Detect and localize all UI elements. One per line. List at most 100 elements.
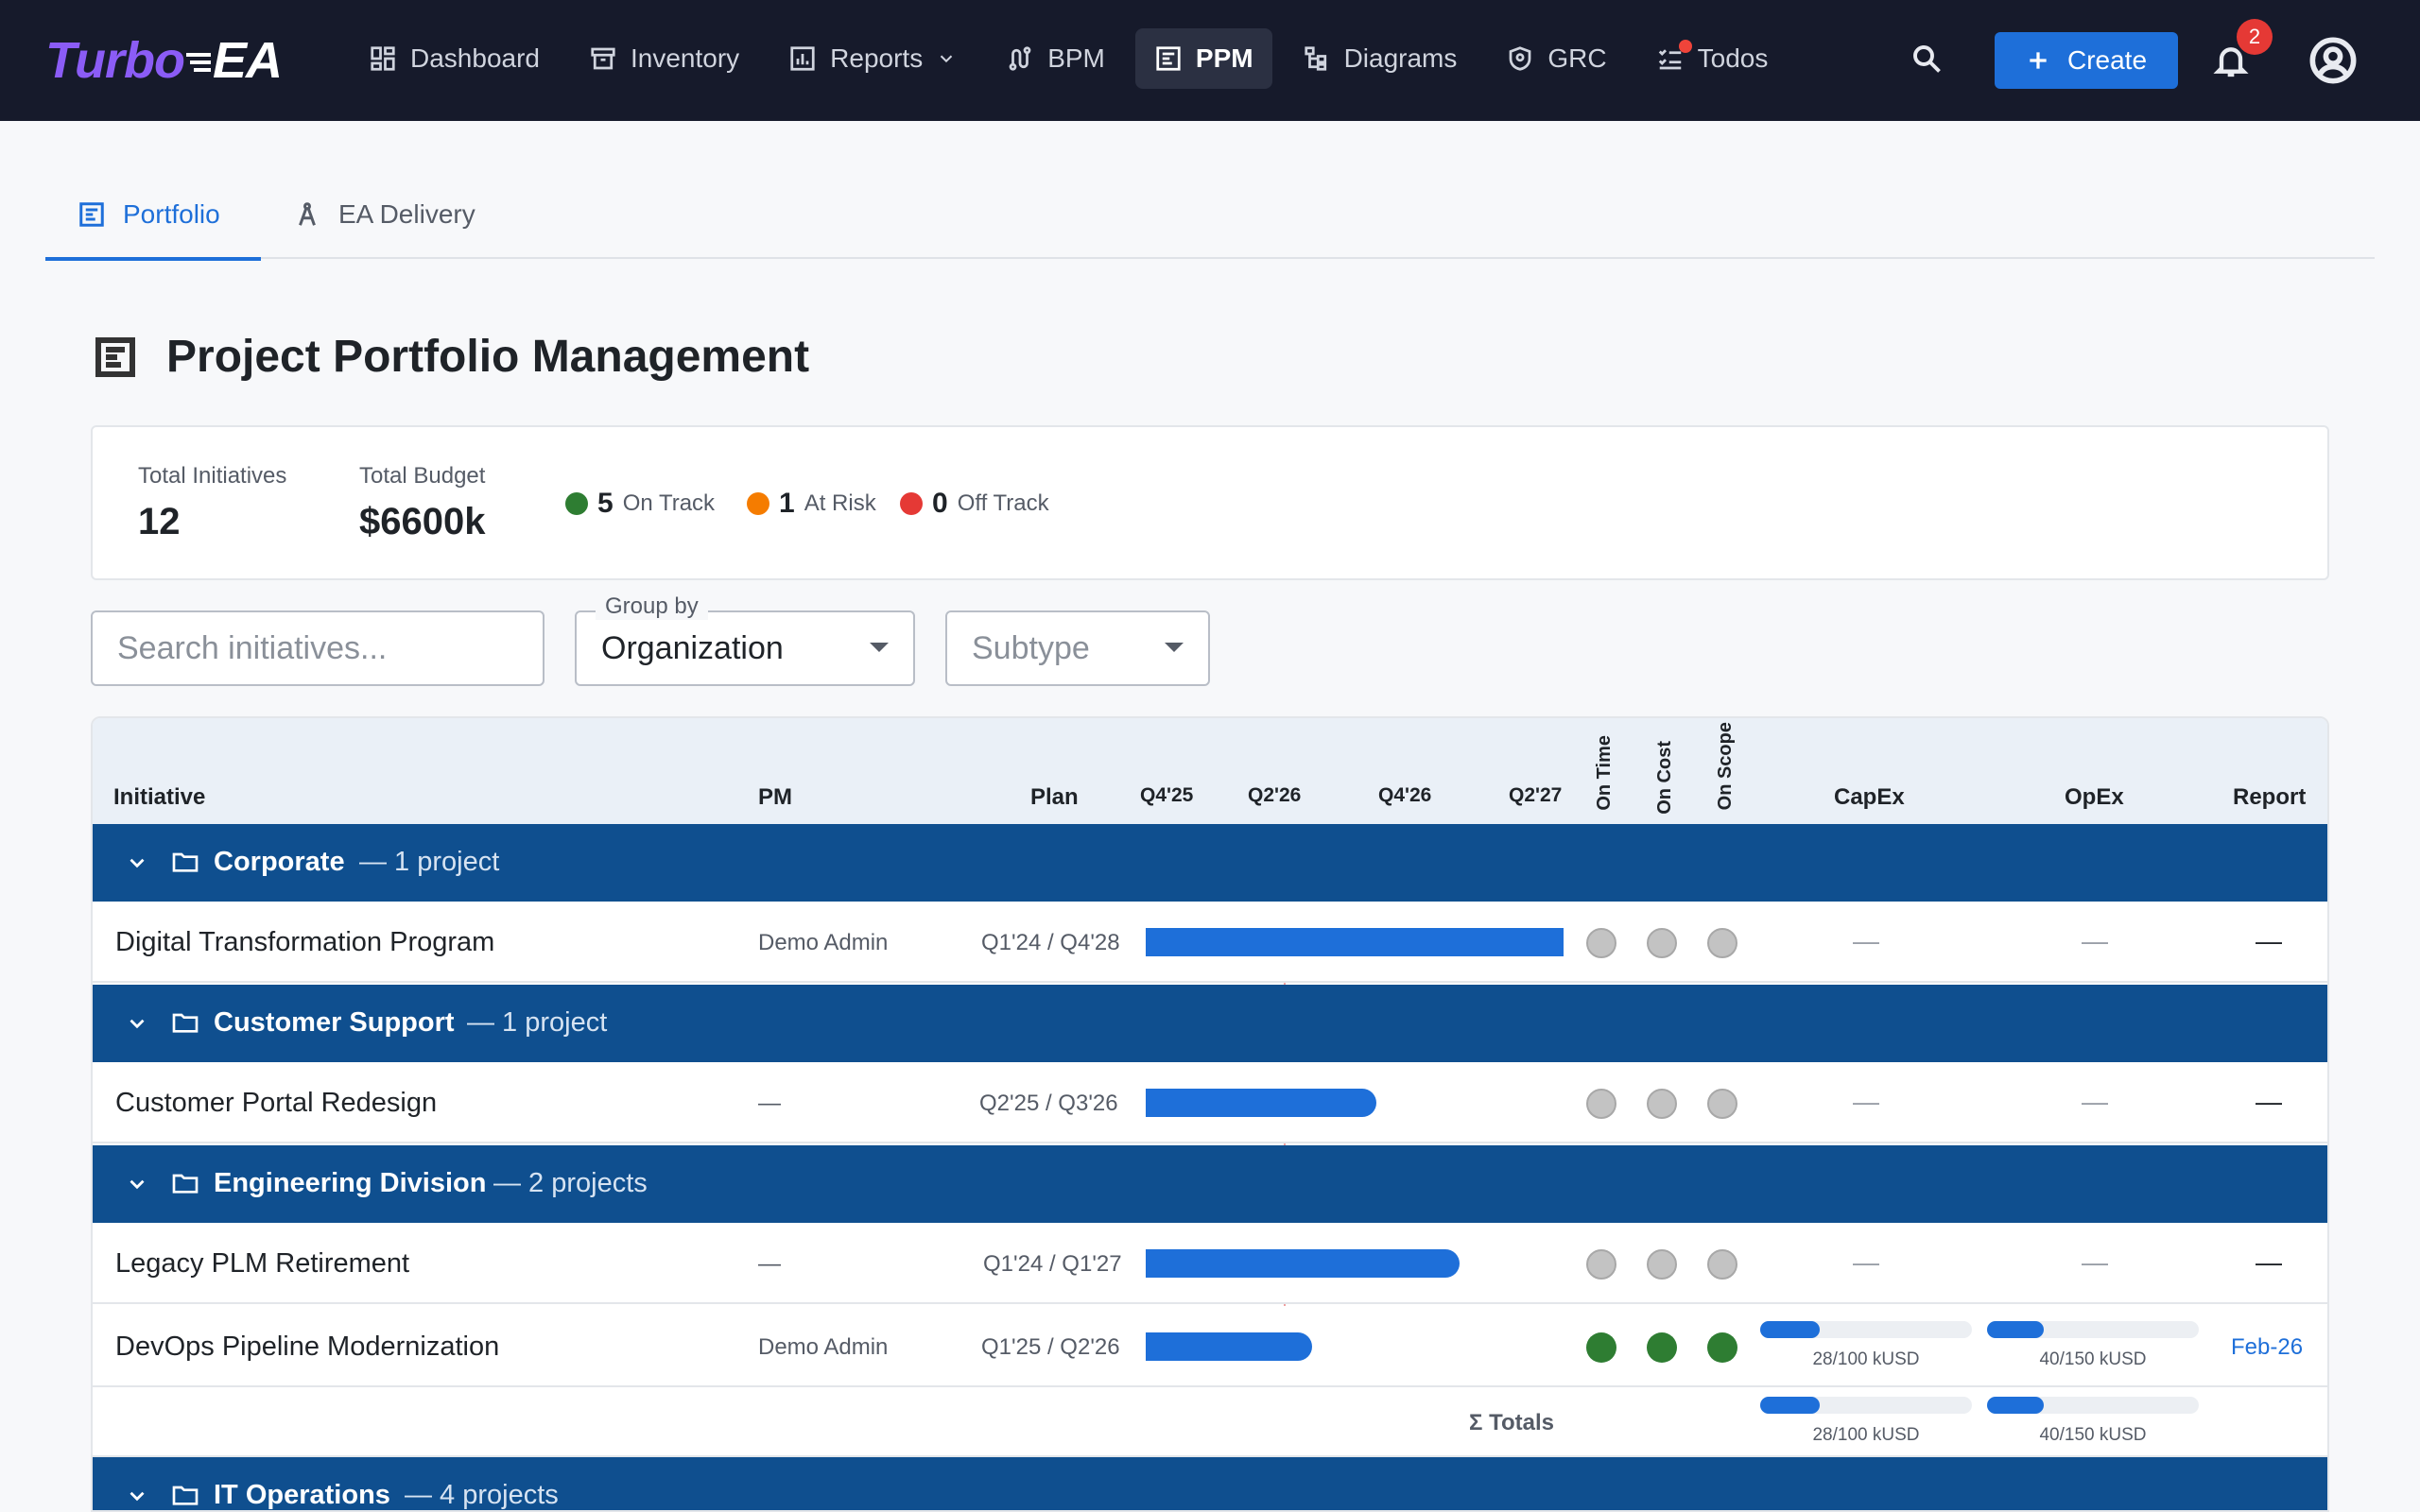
capex-value: 28/100 kUSD: [1812, 1349, 1920, 1369]
dashboard-icon: [371, 46, 395, 71]
table-row[interactable]: DevOps Pipeline Modernization Demo Admin…: [93, 1306, 2327, 1387]
report-link[interactable]: Feb-26: [2231, 1334, 2304, 1360]
diagram-icon: [1304, 46, 1326, 71]
table-row[interactable]: Legacy PLM Retirement — Q1'24 / Q1'27 — …: [93, 1223, 2327, 1304]
opex-value: —: [2082, 1247, 2108, 1277]
nav-reports[interactable]: Reports: [769, 28, 976, 89]
opex-total-value: 40/150 kUSD: [2039, 1425, 2147, 1445]
group-name: Corporate: [214, 847, 345, 877]
timeline-tick-3: Q4'26: [1378, 784, 1432, 806]
group-header-customer-support[interactable]: Customer Support — 1 project: [93, 985, 2327, 1062]
search-button[interactable]: [1906, 38, 1947, 79]
nav-todos[interactable]: Todos: [1637, 28, 1788, 89]
group-count: — 1 project: [359, 847, 500, 877]
group-header-corporate[interactable]: Corporate — 1 project: [93, 824, 2327, 902]
chevron-down-icon[interactable]: [125, 1484, 149, 1508]
tab-portfolio[interactable]: Portfolio: [45, 170, 261, 261]
nav-inventory[interactable]: Inventory: [570, 28, 758, 89]
timeline-bar[interactable]: [1146, 1089, 1376, 1117]
group-header-engineering-division[interactable]: Engineering Division — 2 projects: [93, 1145, 2327, 1223]
portfolio-icon: [1156, 46, 1181, 71]
capex-value: —: [1853, 926, 1879, 955]
plan-dates: Q1'25 / Q2'26: [981, 1334, 1120, 1360]
folder-icon: [172, 1486, 199, 1505]
on-scope-indicator: [1707, 928, 1737, 958]
group-by-select[interactable]: Group by Organization: [575, 593, 915, 686]
account-button[interactable]: [2307, 34, 2360, 87]
folder-icon: [172, 1174, 199, 1194]
on-time-indicator: [1586, 928, 1616, 958]
checklist-icon: [1658, 49, 1681, 70]
nav-reports-label: Reports: [830, 43, 924, 73]
col-on-scope: On Scope: [1715, 722, 1736, 811]
chevron-down-icon[interactable]: [125, 850, 149, 875]
initiative-name[interactable]: DevOps Pipeline Modernization: [115, 1332, 500, 1362]
on-time-indicator: [1586, 1249, 1616, 1280]
capex-value: —: [1853, 1247, 1879, 1277]
on-scope-indicator: [1707, 1089, 1737, 1119]
capex-total-progress: [1760, 1397, 1972, 1414]
capex-value: —: [1853, 1087, 1879, 1116]
group-header-it-operations[interactable]: IT Operations — 4 projects: [93, 1457, 2327, 1510]
opex-total-fill: [1987, 1397, 2045, 1414]
create-button[interactable]: Create: [1995, 32, 2178, 89]
group-by-value: Organization: [601, 629, 784, 666]
col-opex[interactable]: OpEx: [2065, 784, 2124, 810]
table-row[interactable]: Digital Transformation Program Demo Admi…: [93, 902, 2327, 983]
opex-progress: [1987, 1321, 2199, 1338]
compass-icon: [299, 202, 316, 226]
nav-grc[interactable]: GRC: [1487, 28, 1625, 89]
chevron-down-icon[interactable]: [125, 1011, 149, 1036]
col-pm[interactable]: PM: [758, 784, 792, 810]
group-count: — 4 projects: [405, 1480, 559, 1510]
tab-portfolio-label: Portfolio: [123, 199, 220, 229]
on-time-indicator: [1586, 1332, 1616, 1363]
initiative-name[interactable]: Legacy PLM Retirement: [115, 1248, 410, 1279]
opex-total-progress: [1987, 1397, 2199, 1414]
report-value: —: [2256, 1087, 2282, 1116]
timeline-bar[interactable]: [1146, 928, 1564, 956]
at-risk-count: 1: [779, 488, 795, 519]
initiative-name[interactable]: Digital Transformation Program: [115, 927, 495, 957]
nav-grc-label: GRC: [1547, 43, 1607, 73]
col-plan[interactable]: Plan: [1030, 784, 1079, 810]
off-track-label: Off Track: [957, 490, 1049, 516]
initiative-name[interactable]: Customer Portal Redesign: [115, 1088, 438, 1118]
tab-ea-delivery[interactable]: EA Delivery: [293, 170, 475, 259]
nav-dashboard[interactable]: Dashboard: [350, 28, 559, 89]
nav-ppm[interactable]: PPM: [1134, 28, 1272, 89]
archive-icon: [591, 47, 615, 70]
total-initiatives-value: 12: [138, 501, 181, 542]
off-track-count: 0: [932, 488, 948, 519]
logo-speed-icon: [185, 53, 211, 72]
chevron-down-icon[interactable]: [125, 1172, 149, 1196]
chevron-down-icon: [940, 55, 953, 63]
table-row[interactable]: Customer Portal Redesign — Q2'25 / Q3'26…: [93, 1062, 2327, 1143]
nav-diagrams[interactable]: Diagrams: [1284, 28, 1477, 89]
subtype-select[interactable]: Subtype: [945, 610, 1210, 686]
plan-dates: Q1'24 / Q1'27: [983, 1251, 1122, 1277]
bell-icon: [2213, 47, 2249, 77]
timeline-tick-2: Q2'26: [1248, 784, 1302, 806]
on-cost-indicator: [1647, 1089, 1677, 1119]
col-initiative[interactable]: Initiative: [113, 784, 206, 810]
initiatives-table: Initiative PM Plan Q4'25 Q2'26 Q4'26 Q2'…: [91, 716, 2329, 1512]
on-track-dot: [565, 492, 588, 515]
app-logo[interactable]: Turbo EA: [45, 28, 283, 93]
col-capex[interactable]: CapEx: [1834, 784, 1905, 810]
timeline-bar[interactable]: [1146, 1249, 1460, 1278]
opex-value: —: [2082, 926, 2108, 955]
on-scope-indicator: [1707, 1249, 1737, 1280]
timeline-bar[interactable]: [1146, 1332, 1312, 1361]
on-cost-indicator: [1647, 1332, 1677, 1363]
col-report[interactable]: Report: [2233, 784, 2307, 810]
search-input[interactable]: Search initiatives...: [91, 610, 544, 686]
notifications-button[interactable]: [2208, 38, 2254, 83]
capex-progress: [1760, 1321, 1972, 1338]
pm-name: Demo Admin: [758, 1334, 889, 1360]
on-track-count: 5: [597, 488, 614, 519]
nav-bpm[interactable]: BPM: [987, 28, 1124, 89]
on-scope-indicator: [1707, 1332, 1737, 1363]
on-cost-indicator: [1647, 1249, 1677, 1280]
dropdown-arrow-icon: [870, 643, 889, 652]
